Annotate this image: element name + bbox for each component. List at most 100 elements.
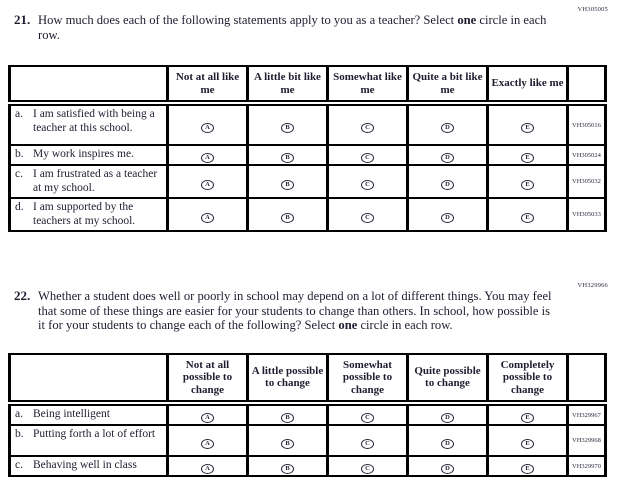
option-cell: E	[486, 102, 569, 146]
question-22-bold-word: one	[338, 318, 358, 332]
option-circle-e[interactable]: E	[521, 464, 534, 475]
option-cell: B	[246, 144, 329, 166]
option-circle-d[interactable]: D	[441, 153, 454, 164]
option-circle-c[interactable]: C	[361, 153, 374, 164]
option-cell: D	[406, 402, 489, 426]
column-header-somewhat: Somewhat like me	[326, 65, 409, 106]
row-accession-code: VH305033	[566, 197, 607, 232]
option-cell: B	[246, 164, 329, 199]
row-label: a. I am satisfied with being a teacher a…	[8, 102, 169, 146]
question-22-section: VH329966 22. Whether a student does well…	[0, 232, 621, 477]
row-accession-code: VH305024	[566, 144, 607, 166]
option-circle-c[interactable]: C	[361, 212, 374, 223]
option-circle-a[interactable]: A	[201, 438, 214, 449]
option-circle-e[interactable]: E	[521, 413, 534, 424]
row-letter: b.	[15, 428, 24, 440]
row-letter: c.	[15, 459, 23, 471]
question-22-text: Whether a student does well or poorly in…	[38, 289, 554, 333]
row-letter: c.	[15, 168, 23, 180]
option-circle-d[interactable]: D	[441, 464, 454, 475]
option-circle-a[interactable]: A	[201, 464, 214, 475]
option-circle-c[interactable]: C	[361, 413, 374, 424]
option-circle-e[interactable]: E	[521, 212, 534, 223]
option-circle-a[interactable]: A	[201, 212, 214, 223]
question-22-prompt: 22. Whether a student does well or poorl…	[0, 288, 621, 333]
option-cell: C	[326, 164, 409, 199]
option-cell: D	[406, 424, 489, 457]
option-circle-e[interactable]: E	[521, 153, 534, 164]
row-statement: Being intelligent	[33, 408, 110, 420]
row-statement: I am frustrated as a teacher at my schoo…	[33, 168, 158, 194]
question-22-response-table: Not at all possible to change A little p…	[8, 352, 607, 477]
option-cell: E	[486, 424, 569, 457]
question-21-number: 21.	[14, 12, 31, 27]
option-cell: A	[166, 144, 249, 166]
option-circle-a[interactable]: A	[201, 153, 214, 164]
option-cell: E	[486, 455, 569, 477]
option-cell: B	[246, 102, 329, 146]
option-circle-a[interactable]: A	[201, 179, 214, 190]
table-row: b. Putting forth a lot of effort A B C D…	[8, 424, 607, 457]
option-cell: E	[486, 144, 569, 166]
option-circle-e[interactable]: E	[521, 179, 534, 190]
option-circle-c[interactable]: C	[361, 123, 374, 134]
option-circle-d[interactable]: D	[441, 413, 454, 424]
option-circle-a[interactable]: A	[201, 413, 214, 424]
column-header-not-at-all: Not at all like me	[166, 65, 249, 106]
option-circle-d[interactable]: D	[441, 179, 454, 190]
option-circle-b[interactable]: B	[281, 413, 294, 424]
option-cell: B	[246, 455, 329, 477]
row-accession-code: VH329968	[566, 424, 607, 457]
option-cell: A	[166, 164, 249, 199]
header-code-cell	[566, 65, 607, 106]
option-circle-d[interactable]: D	[441, 438, 454, 449]
option-cell: C	[326, 455, 409, 477]
row-label: a. Being intelligent	[8, 402, 169, 426]
option-circle-a[interactable]: A	[201, 123, 214, 134]
question-22-text-end: circle in each row.	[357, 318, 453, 332]
option-cell: A	[166, 197, 249, 232]
table-header-row: Not at all possible to change A little p…	[8, 352, 607, 406]
option-cell: B	[246, 402, 329, 426]
column-header-completely-possible: Completely possible to change	[486, 352, 569, 406]
column-header-quite-possible: Quite possible to change	[406, 352, 489, 406]
question-21-accession-code: VH305005	[577, 6, 608, 13]
option-circle-b[interactable]: B	[281, 212, 294, 223]
row-letter: a.	[15, 108, 23, 120]
row-statement: I am supported by the teachers at my sch…	[33, 201, 136, 227]
column-header-a-little-bit: A little bit like me	[246, 65, 329, 106]
option-cell: B	[246, 197, 329, 232]
option-circle-b[interactable]: B	[281, 438, 294, 449]
option-circle-c[interactable]: C	[361, 464, 374, 475]
table-row: b. My work inspires me. A B C D E VH3050…	[8, 144, 607, 166]
row-label: b. Putting forth a lot of effort	[8, 424, 169, 457]
option-circle-d[interactable]: D	[441, 123, 454, 134]
row-accession-code: VH329970	[566, 455, 607, 477]
option-cell: D	[406, 144, 489, 166]
table-row: c. I am frustrated as a teacher at my sc…	[8, 164, 607, 199]
option-cell: C	[326, 402, 409, 426]
option-circle-b[interactable]: B	[281, 179, 294, 190]
option-cell: D	[406, 164, 489, 199]
row-letter: b.	[15, 148, 24, 160]
option-circle-d[interactable]: D	[441, 212, 454, 223]
row-letter: d.	[15, 201, 24, 213]
question-21-text: How much does each of the following stat…	[38, 13, 554, 42]
option-cell: E	[486, 164, 569, 199]
question-21-section: VH305005 21. How much does each of the f…	[0, 0, 621, 232]
option-circle-e[interactable]: E	[521, 438, 534, 449]
question-21-text-end: circle in each row.	[38, 13, 547, 42]
option-circle-c[interactable]: C	[361, 438, 374, 449]
column-header-quite-a-bit: Quite a bit like me	[406, 65, 489, 106]
option-cell: D	[406, 455, 489, 477]
column-header-exactly: Exactly like me	[486, 65, 569, 106]
option-circle-b[interactable]: B	[281, 123, 294, 134]
option-circle-e[interactable]: E	[521, 123, 534, 134]
table-row: d. I am supported by the teachers at my …	[8, 197, 607, 232]
option-circle-b[interactable]: B	[281, 153, 294, 164]
option-circle-b[interactable]: B	[281, 464, 294, 475]
option-circle-c[interactable]: C	[361, 179, 374, 190]
row-statement: My work inspires me.	[33, 148, 134, 160]
table-header-row: Not at all like me A little bit like me …	[8, 65, 607, 106]
question-21-prompt: 21. How much does each of the following …	[0, 12, 621, 42]
